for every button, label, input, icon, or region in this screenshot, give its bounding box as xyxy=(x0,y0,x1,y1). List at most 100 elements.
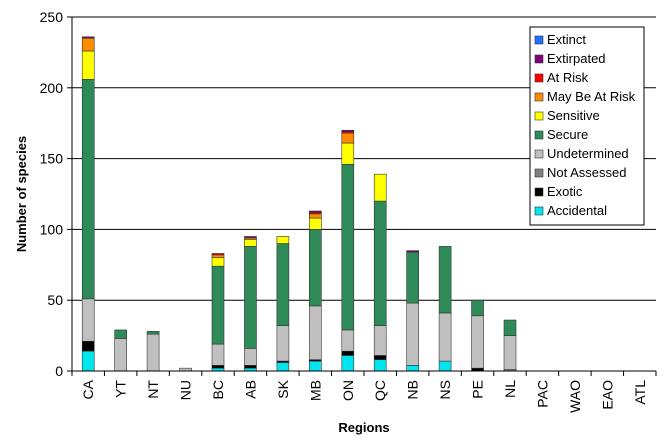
bar-QC-undetermined xyxy=(373,325,387,356)
axes xyxy=(67,16,657,376)
y-tick-label: 100 xyxy=(40,221,64,237)
x-tick-label: NU xyxy=(178,380,194,400)
bar-CA-exotic xyxy=(81,340,95,352)
legend-label: Not Assessed xyxy=(547,165,627,180)
x-tick-label: ON xyxy=(340,380,356,401)
bar-ON-accidental xyxy=(341,355,355,372)
x-tick-label: AB xyxy=(242,380,258,399)
bar-AB-sensitive xyxy=(244,239,257,247)
legend-swatch-sensitive xyxy=(534,111,544,121)
legend-label: Extinct xyxy=(547,32,586,47)
legend-label: Sensitive xyxy=(547,108,600,123)
legend-swatch-not-assessed xyxy=(534,168,544,178)
bar-CA-undetermined xyxy=(81,298,95,342)
bar-CA-accidental xyxy=(81,350,95,372)
legend-label: Accidental xyxy=(547,203,607,218)
x-tick-labels: CA YT NT NU BC AB SK MB ON QC NB NS PE NL PAC WAO EAO ATL xyxy=(80,379,648,413)
y-tick-label: 200 xyxy=(40,80,64,96)
bar-NB-undetermined xyxy=(406,302,419,366)
legend-label: Secure xyxy=(547,127,588,142)
y-tick-label: 50 xyxy=(47,292,63,308)
bar-AB-exotic xyxy=(244,365,257,369)
bar-AB-extirpated xyxy=(244,236,257,239)
x-tick-label: EAO xyxy=(599,380,615,410)
bar-NB-secure xyxy=(406,251,419,304)
bar-BC-may-be-at-risk xyxy=(211,254,225,259)
bar-SK-undetermined xyxy=(276,325,290,362)
bar-CA-sensitive xyxy=(81,50,95,80)
x-tick-label: NB xyxy=(405,380,421,399)
legend-label: Extirpated xyxy=(547,51,606,66)
legend-swatch-at-risk xyxy=(534,73,544,83)
x-tick-label: NL xyxy=(502,380,518,398)
bar-BC-at-risk xyxy=(211,253,225,256)
bar-MB-extirpated xyxy=(309,210,322,213)
bar-BC-exotic xyxy=(211,365,225,369)
x-tick-label: MB xyxy=(307,380,323,401)
x-tick-label: QC xyxy=(372,380,388,401)
x-tick-label: PE xyxy=(470,380,486,399)
legend-label: May Be At Risk xyxy=(547,89,636,104)
legend-swatch-exotic xyxy=(534,187,544,197)
bar-MB-may-be-at-risk xyxy=(309,213,322,219)
bar-ON-extirpated xyxy=(341,129,355,132)
bar-AB-secure xyxy=(244,246,257,349)
bar-NS-accidental xyxy=(438,360,452,372)
bar-SK-secure xyxy=(276,243,290,326)
bar-ON-undetermined xyxy=(341,329,355,352)
legend: Extinct Extirpated At Risk May Be At Risk Se… xyxy=(529,26,645,226)
x-tick-label: PAC xyxy=(534,380,550,408)
x-tick-label: CA xyxy=(80,379,96,399)
y-tick-labels: 0 50 100 150 200 250 xyxy=(40,9,64,379)
bar-ON-may-be-at-risk xyxy=(341,132,355,144)
x-axis-title: Regions xyxy=(338,420,389,435)
legend-swatch-undetermined xyxy=(534,149,544,159)
bar-MB-secure xyxy=(309,229,322,307)
bar-ON-sensitive xyxy=(341,142,355,165)
bar-MB-undetermined xyxy=(309,305,322,360)
legend-swatch-extirpated xyxy=(534,54,544,64)
bar-CA-secure xyxy=(81,79,95,300)
bar-NB-extirpated xyxy=(406,250,419,253)
legend-label: Undetermined xyxy=(547,146,629,161)
bar-ON-secure xyxy=(341,163,355,331)
y-tick-label: 0 xyxy=(55,363,63,379)
bar-MB-accidental xyxy=(309,360,322,372)
x-tick-label: WAO xyxy=(567,380,583,413)
bar-NS-undetermined xyxy=(438,312,452,362)
legend-swatch-extinct xyxy=(534,35,544,45)
legend-label: At Risk xyxy=(547,70,589,85)
bar-NT-undetermined xyxy=(146,333,160,372)
bar-YT-secure xyxy=(114,329,127,339)
bar-CA-may-be-at-risk xyxy=(81,37,95,52)
bars xyxy=(81,36,517,372)
bar-NL-secure xyxy=(503,319,517,336)
bar-SK-accidental xyxy=(276,362,290,372)
y-tick-label: 250 xyxy=(40,9,64,25)
bar-NT-secure xyxy=(146,331,160,335)
bar-NS-secure xyxy=(438,246,452,314)
x-tick-label: YT xyxy=(113,380,129,398)
bar-QC-exotic xyxy=(373,355,387,360)
bar-BC-undetermined xyxy=(211,343,225,366)
legend-swatch-secure xyxy=(534,130,544,140)
bar-MB-sensitive xyxy=(309,217,322,230)
x-tick-label: NT xyxy=(145,380,161,399)
bar-SK-sensitive xyxy=(276,236,290,244)
legend-swatch-may-be-at-risk xyxy=(534,92,544,102)
bar-ON-exotic xyxy=(341,350,355,356)
bar-PE-secure xyxy=(471,299,484,317)
x-tick-label: NS xyxy=(437,380,453,399)
bar-YT-undetermined xyxy=(114,338,127,372)
bar-NB-accidental xyxy=(406,365,419,372)
legend-label: Exotic xyxy=(547,184,583,199)
bar-QC-secure xyxy=(373,200,387,326)
x-tick-label: ATL xyxy=(632,380,648,405)
bar-AB-undetermined xyxy=(244,348,257,366)
bar-CA-extirpated xyxy=(81,36,95,39)
bar-PE-undetermined xyxy=(471,315,484,369)
bar-QC-sensitive xyxy=(373,173,387,202)
x-tick-label: BC xyxy=(210,380,226,399)
bar-NL-undetermined xyxy=(503,335,517,370)
